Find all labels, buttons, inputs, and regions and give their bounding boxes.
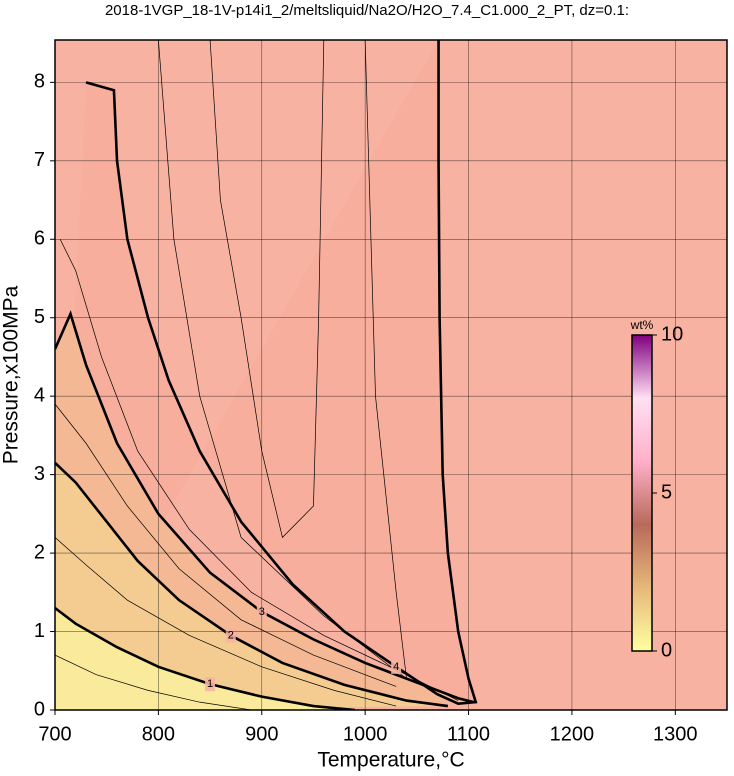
y-tick-label: 1: [34, 620, 45, 642]
x-tick-label: 900: [245, 723, 278, 745]
contour-line: [55, 654, 252, 710]
colorbar: [631, 334, 653, 652]
contour-line: [158, 40, 407, 680]
contour-fill: [55, 40, 476, 710]
x-tick-label: 700: [38, 723, 71, 745]
contour-line: [55, 310, 475, 704]
colorbar-tick-label: 10: [661, 323, 683, 345]
contour-line: [55, 461, 449, 708]
contour-line: [55, 606, 355, 710]
colorbar-tick-label: 5: [661, 481, 672, 503]
y-tick-label: 8: [34, 71, 45, 93]
y-axis-label: Pressure,x100MPa: [0, 285, 23, 464]
x-tick-label: 1200: [550, 723, 595, 745]
colorbar-tick-label: 0: [661, 639, 672, 661]
contour-line: [55, 537, 397, 707]
x-tick-label: 1000: [343, 723, 388, 745]
contour-line: [209, 40, 325, 539]
plot-frame: [54, 39, 728, 711]
y-tick-label: 3: [34, 463, 45, 485]
colorbar-label: wt%: [630, 318, 654, 332]
contour-label: 4: [393, 661, 399, 673]
y-tick-label: 6: [34, 228, 45, 250]
y-tick-label: 0: [34, 698, 45, 720]
contour-label: 2: [228, 629, 234, 641]
contour-label-bg: [225, 628, 236, 643]
y-tick-label: 5: [34, 306, 45, 328]
x-tick-label: 1300: [653, 723, 698, 745]
y-tick-label: 4: [34, 384, 45, 406]
contour-label-bg: [391, 659, 402, 674]
chart-title: 2018-1VGP_18-1V-p14i1_2/meltsliquid/Na2O…: [105, 2, 629, 19]
x-tick-label: 800: [142, 723, 175, 745]
contour-line: [55, 403, 397, 687]
contour-label: 1: [207, 678, 213, 690]
x-tick-label: 1100: [447, 723, 490, 745]
y-tick-label: 7: [34, 149, 45, 171]
y-tick-label: 2: [34, 541, 45, 563]
x-axis-label: Temperature,°C: [317, 749, 464, 772]
contour-label-bg: [205, 677, 216, 692]
contour-line: [59, 239, 459, 701]
contour-fill: [55, 462, 448, 710]
contour-fill: [55, 608, 355, 710]
